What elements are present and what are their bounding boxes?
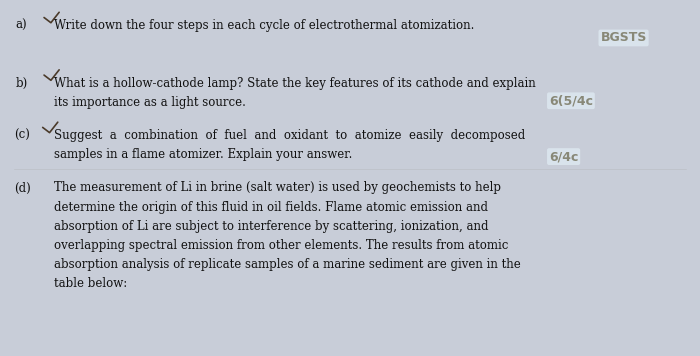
- Text: BGSTS: BGSTS: [601, 31, 647, 44]
- Text: b): b): [15, 77, 27, 90]
- Text: The measurement of Li in brine (salt water) is used by geochemists to help: The measurement of Li in brine (salt wat…: [54, 182, 500, 194]
- Text: 6/4c: 6/4c: [549, 150, 578, 163]
- Text: determine the origin of this fluid in oil fields. Flame atomic emission and: determine the origin of this fluid in oi…: [54, 201, 488, 214]
- Text: What is a hollow-cathode lamp? State the key features of its cathode and explain: What is a hollow-cathode lamp? State the…: [54, 77, 536, 90]
- Text: 6(5/4c: 6(5/4c: [549, 94, 593, 107]
- Text: Suggest  a  combination  of  fuel  and  oxidant  to  atomize  easily  decomposed: Suggest a combination of fuel and oxidan…: [54, 129, 525, 142]
- Text: (d): (d): [14, 182, 31, 194]
- Text: samples in a flame atomizer. Explain your answer.: samples in a flame atomizer. Explain you…: [54, 148, 352, 161]
- Text: table below:: table below:: [54, 277, 127, 290]
- Text: its importance as a light source.: its importance as a light source.: [54, 96, 246, 109]
- Text: absorption of Li are subject to interference by scattering, ionization, and: absorption of Li are subject to interfer…: [54, 220, 488, 233]
- Text: Write down the four steps in each cycle of electrothermal atomization.: Write down the four steps in each cycle …: [54, 19, 474, 32]
- Text: (c): (c): [14, 129, 29, 142]
- Text: overlapping spectral emission from other elements. The results from atomic: overlapping spectral emission from other…: [54, 239, 508, 252]
- Text: a): a): [15, 19, 27, 32]
- Text: absorption analysis of replicate samples of a marine sediment are given in the: absorption analysis of replicate samples…: [54, 258, 520, 271]
